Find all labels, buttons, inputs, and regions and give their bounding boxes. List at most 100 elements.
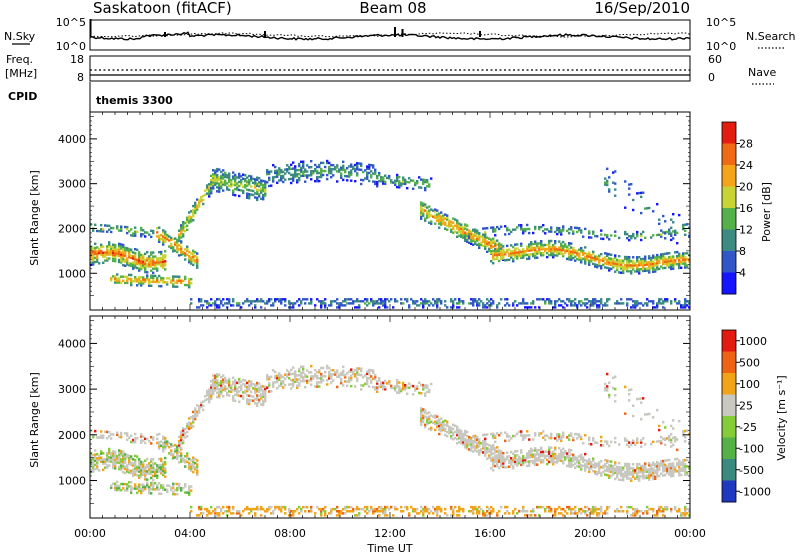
power-cell (190, 260, 193, 263)
power-cell (164, 230, 167, 233)
power-cell (300, 168, 303, 172)
velocity-cell (596, 441, 599, 445)
power-cell (624, 206, 627, 209)
power-cell (214, 179, 217, 182)
power-cell (122, 247, 125, 251)
power-cell (112, 275, 115, 278)
power-cell (474, 238, 477, 241)
power-cell (322, 302, 325, 305)
velocity-cell (470, 449, 473, 452)
velocity-cell (290, 510, 293, 513)
power-cell (486, 298, 489, 301)
power-cell (534, 306, 537, 309)
power-cell (494, 240, 497, 243)
power-cell (462, 234, 465, 237)
power-cell (130, 256, 133, 259)
velocity-cell (406, 386, 409, 389)
power-cell (302, 166, 305, 169)
power-cell (602, 257, 605, 260)
velocity-cell (124, 459, 127, 462)
power-cell (182, 279, 185, 283)
velocity-cell (530, 451, 533, 455)
velocity-cell (574, 510, 577, 513)
velocity-cell (568, 450, 571, 454)
power-cell (128, 251, 131, 255)
velocity-cell (122, 466, 125, 470)
power-cell (210, 174, 213, 178)
power-cell (228, 188, 231, 192)
velocity-cell (126, 487, 129, 490)
power-cell (626, 237, 629, 240)
velocity-cell (186, 454, 189, 457)
velocity-cell (108, 449, 111, 453)
velocity-cell (244, 389, 247, 392)
power-cell (372, 304, 375, 307)
power-cell (618, 236, 621, 240)
velocity-cell (446, 514, 449, 517)
velocity-cell (340, 381, 343, 385)
velocity-cell (330, 377, 333, 380)
power-cell (110, 253, 113, 256)
power-cell (184, 252, 187, 255)
power-cell (568, 227, 571, 231)
velocity-cell (534, 434, 537, 437)
velocity-cell (302, 365, 305, 368)
velocity-cell (120, 488, 123, 492)
velocity-cell (430, 426, 433, 430)
power-cell (634, 237, 637, 240)
power-cell (130, 262, 133, 266)
power-cell (670, 226, 673, 229)
power-cell (640, 191, 643, 195)
velocity-cell (112, 452, 115, 455)
velocity-cell (226, 381, 229, 384)
velocity-cell (456, 514, 459, 517)
velocity-cell (578, 465, 581, 468)
velocity-cell (224, 378, 227, 382)
velocity-cell (456, 442, 459, 445)
power-cell (532, 248, 535, 252)
power-cell (164, 262, 167, 265)
velocity-cell (592, 505, 595, 509)
power-cell (502, 253, 505, 256)
velocity-cell (194, 461, 197, 465)
velocity-cell (280, 384, 283, 387)
velocity-cell (184, 485, 187, 488)
velocity-cell (256, 507, 259, 511)
velocity-cell (312, 377, 315, 380)
velocity-cell (172, 482, 175, 486)
velocity-cell (274, 370, 277, 374)
power-cell (324, 298, 327, 301)
velocity-cell (138, 470, 141, 473)
velocity-cell (184, 465, 187, 468)
power-cell (302, 298, 305, 301)
velocity-cell (178, 454, 181, 458)
power-cell (608, 269, 611, 272)
power-cell (200, 298, 203, 301)
velocity-cell (346, 380, 349, 383)
velocity-cell (268, 507, 271, 511)
power-cell (580, 259, 583, 262)
power-cell (246, 184, 249, 187)
velocity-cell (476, 435, 479, 439)
power-cell (596, 263, 599, 267)
power-cell (466, 236, 469, 239)
power-cell (644, 267, 647, 270)
velocity-cell (296, 507, 299, 511)
power-cell (610, 263, 613, 266)
velocity-cell (540, 448, 543, 452)
velocity-cell (376, 380, 379, 383)
power-cell (210, 180, 213, 184)
velocity-cell (536, 459, 539, 462)
velocity-cell (456, 427, 459, 431)
power-cell (406, 300, 409, 303)
velocity-cell (106, 430, 109, 434)
power-cell (566, 245, 569, 248)
velocity-cell (412, 393, 415, 396)
power-cell (672, 259, 675, 262)
colorbar-tick-label: 20 (739, 181, 753, 194)
power-cell (578, 256, 581, 259)
power-cell (510, 250, 513, 253)
velocity-cell (198, 411, 201, 414)
power-cell (136, 258, 139, 262)
power-cell (262, 187, 265, 191)
